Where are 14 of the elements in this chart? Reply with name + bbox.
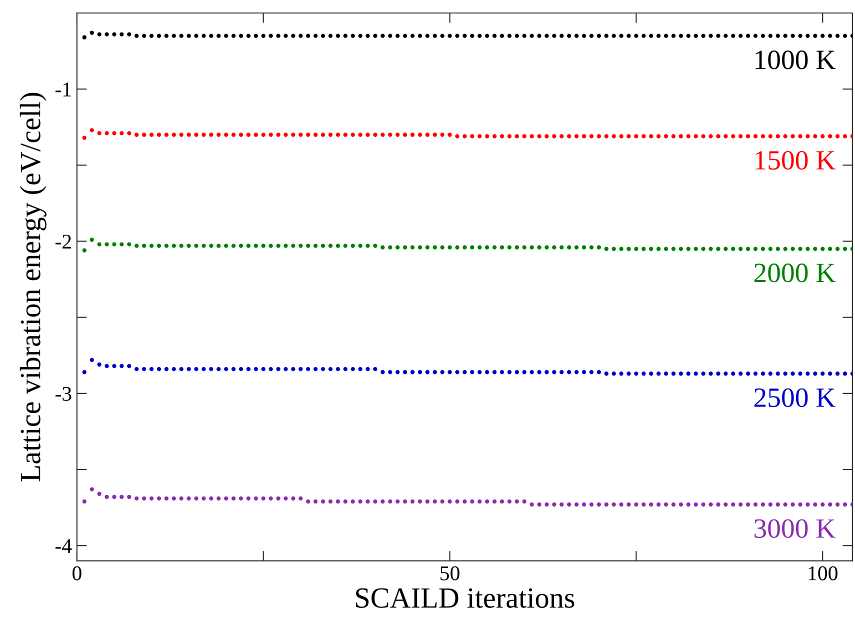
series-label: 1000 K [756,50,836,70]
y-tick-label: -3 [56,386,72,401]
y-tick-label: -4 [56,539,72,553]
series-label: 2000 K [754,264,836,282]
x-tick-label: 50 [440,566,460,580]
series-label: 1500 K [756,150,836,170]
x-tick-label: 100 [808,566,838,580]
y-tick-label: -1 [56,82,71,96]
x-axis-title: SCAILD iterations [356,588,574,608]
x-tick-label: 0 [72,566,82,580]
y-tick-label: -2 [56,234,71,248]
series-label: 2500 K [754,388,836,408]
y-axis-title: Lattice vibration energy (eV/cell) [20,92,46,482]
series-label: 3000 K [754,519,836,538]
